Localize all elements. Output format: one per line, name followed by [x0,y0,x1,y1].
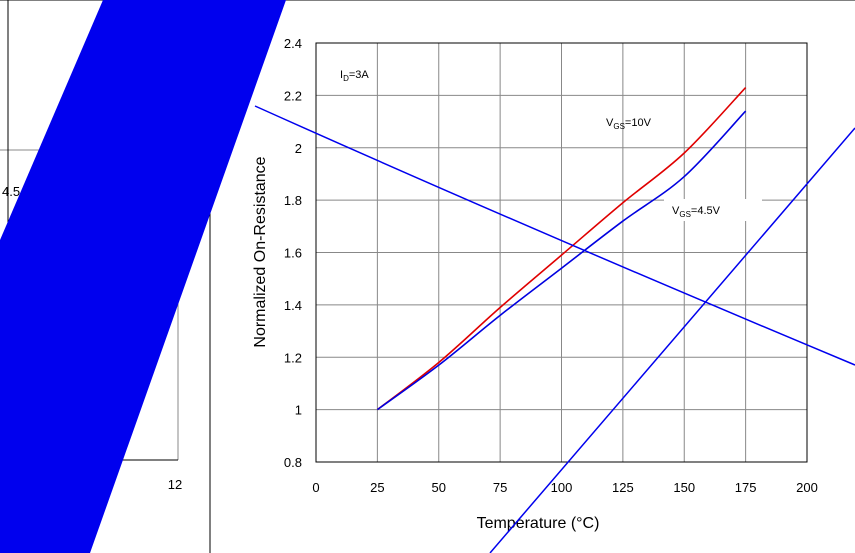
y-tick-label: 2.4 [284,36,302,51]
y-tick-labels: 0.8 1 1.2 1.4 1.6 1.8 2 2.2 2.4 [284,36,302,470]
y-tick-label: 1.8 [284,193,302,208]
series-line-vgs-4-5v [376,110,747,411]
y-tick-label: 1.2 [284,350,302,365]
plot-frame [315,42,808,463]
x-tick-label: 25 [370,480,384,495]
background-partial-label: 4.5 [2,184,20,199]
series-label-vgs-4-5v: VGS=4.5V [672,205,721,219]
y-tick-label: 1.6 [284,246,302,261]
background-x-tick-label: 12 [168,477,182,492]
series-label-vgs-10v: VGS=10V [606,117,652,131]
blue-overlay-curve [254,105,855,366]
series-label-bg-vgs-4-5v [664,199,762,221]
y-tick-label: 2 [295,141,302,156]
y-tick-label: 2.2 [284,88,302,103]
y-axis-title: Normalized On-Resistance [252,156,269,347]
x-axis-title: Temperature (°C) [477,515,600,532]
y-tick-label: 0.8 [284,455,302,470]
x-tick-label: 175 [735,480,757,495]
y-tick-label: 1.4 [284,298,302,313]
series-layer [376,86,747,411]
x-tick-label: 200 [796,480,818,495]
x-tick-label: 0 [312,480,319,495]
x-tick-label: 100 [551,480,573,495]
blue-overlay-band [0,0,286,553]
condition-label: ID=3A [340,69,369,83]
x-tick-label: 50 [432,480,446,495]
plot-grid [315,42,808,463]
blue-overlay-line [489,127,855,553]
series-line-vgs-10v [376,86,747,411]
y-tick-label: 1 [295,403,302,418]
x-tick-label: 150 [673,480,695,495]
x-tick-labels: 0 25 50 75 100 125 150 175 200 [312,480,817,495]
x-tick-label: 75 [493,480,507,495]
x-tick-label: 125 [612,480,634,495]
